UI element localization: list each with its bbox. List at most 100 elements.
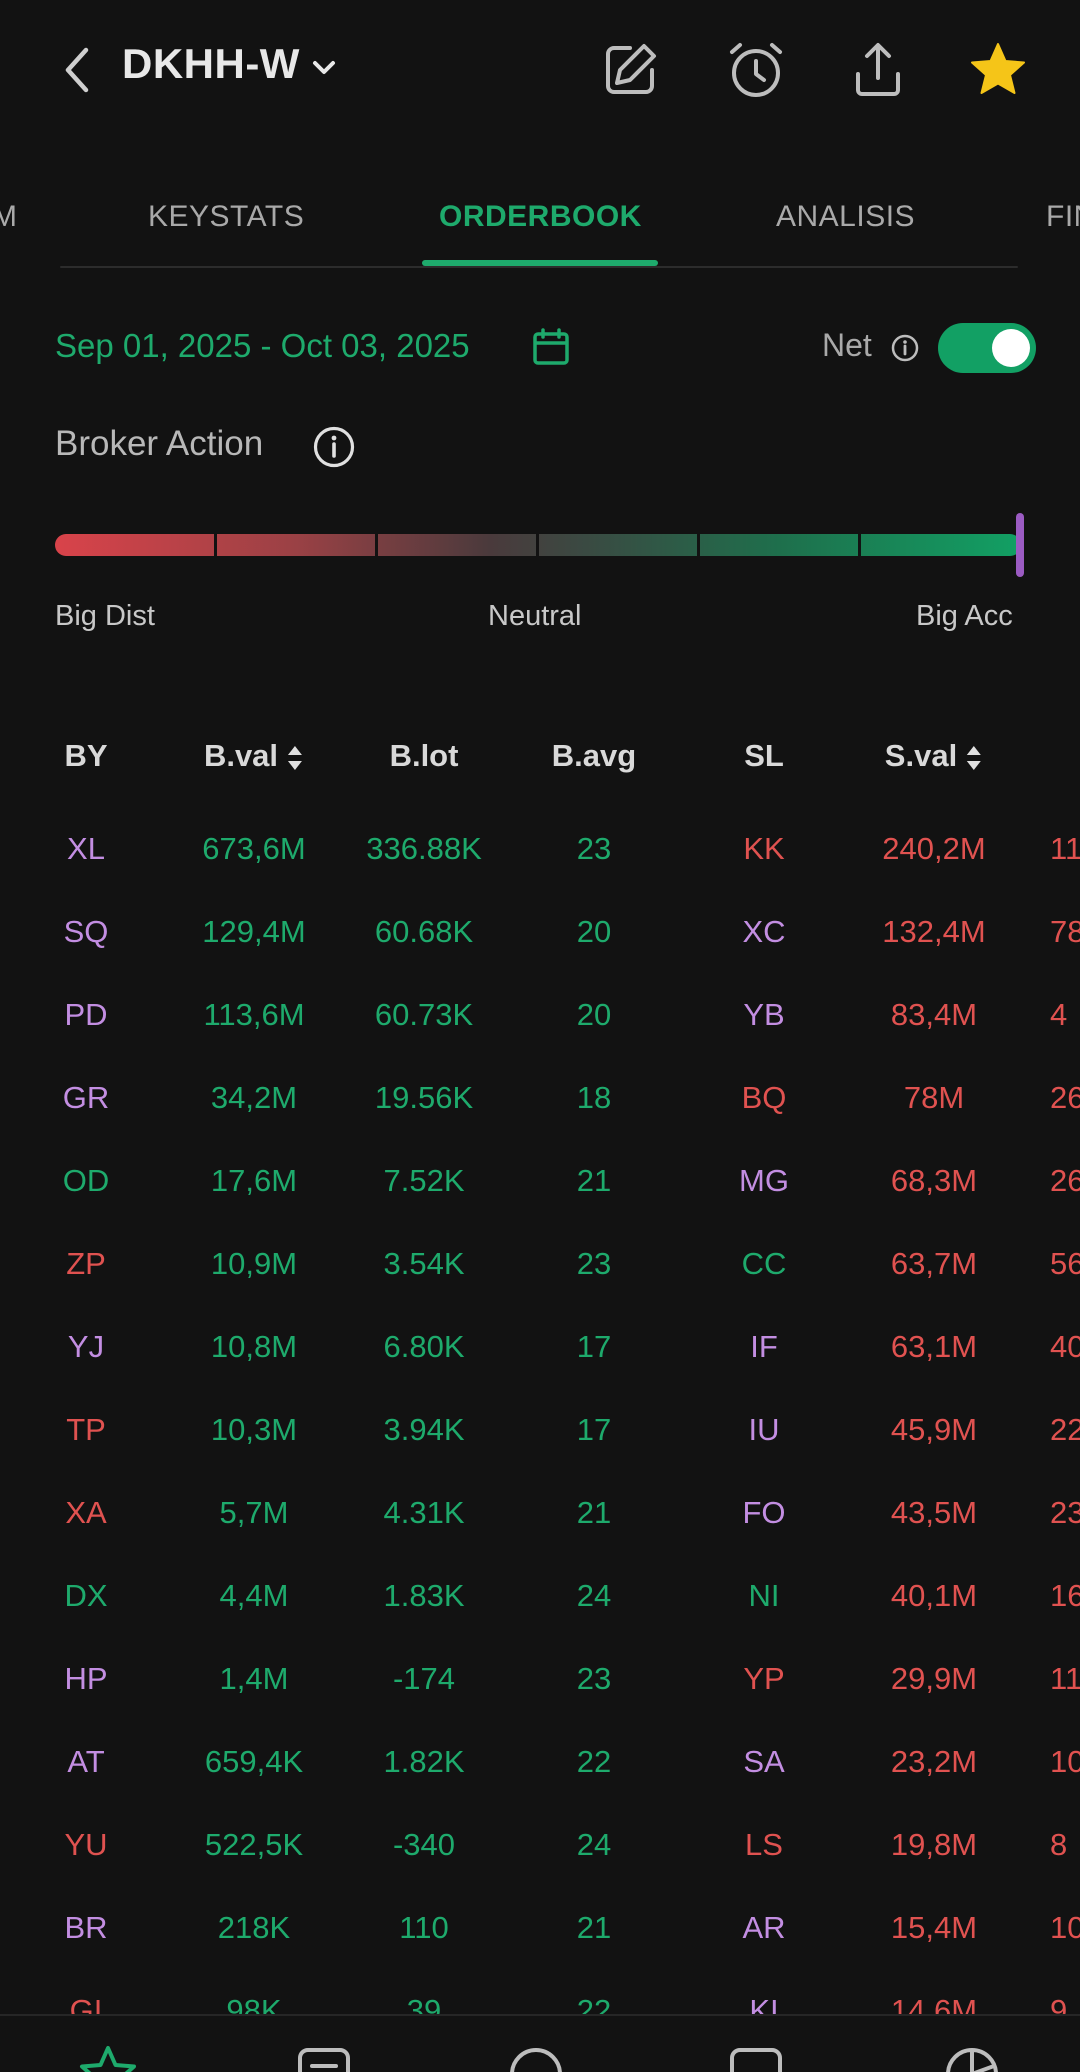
table-row[interactable]: HP 1,4M -174 23 YP 29,9M 11 (0, 1661, 1080, 1744)
cell-seller: YP (743, 1661, 785, 1696)
date-range[interactable]: Sep 01, 2025 - Oct 03, 2025 (55, 327, 470, 364)
info-icon[interactable] (890, 333, 920, 363)
header-by: BY (64, 738, 108, 773)
big-acc-label: Big Acc (916, 600, 1013, 632)
header-sval[interactable]: S.val (885, 738, 983, 774)
table-row[interactable]: TP 10,3M 3.94K 17 IU 45,9M 22 (0, 1412, 1080, 1495)
calendar-icon[interactable] (532, 328, 570, 366)
cell-sval: 240,2M (882, 831, 986, 866)
cell-slot: 114 (1050, 831, 1080, 866)
tab-keystats[interactable]: KEYSTATS (148, 200, 305, 233)
header-bval[interactable]: B.val (204, 738, 304, 774)
cell-bval: 4,4M (219, 1578, 289, 1613)
header: DKHH-W (0, 0, 1080, 140)
cell-seller: IF (750, 1329, 778, 1364)
broker-table: BY B.val B.lot B.avg SL S.val S XL673,6M… (0, 720, 1080, 2020)
tab-fin[interactable]: FIN (1046, 200, 1080, 233)
cell-slot: 23 (1050, 1495, 1080, 1530)
cell-slot: 26 (1050, 1080, 1080, 1115)
cell-seller: IU (748, 1412, 780, 1447)
tab-orderbook[interactable]: ORDERBOOK (439, 200, 642, 233)
cell-sval: 63,7M (890, 1246, 978, 1281)
table-row[interactable]: OD 17,6M 7.52K 21 MG 68,3M 26 (0, 1163, 1080, 1246)
cell-buyer: HP (64, 1661, 108, 1696)
big-dist-label: Big Dist (55, 600, 155, 632)
cell-seller: MG (739, 1163, 789, 1198)
cell-seller: CC (741, 1246, 787, 1281)
news-icon[interactable] (292, 2042, 356, 2072)
cell-bval: 218K (217, 1910, 291, 1945)
cell-sval: 29,9M (890, 1661, 978, 1696)
cell-buyer: GR (62, 1080, 110, 1115)
header-blot: B.lot (389, 738, 459, 773)
cell-seller: XC (742, 914, 786, 949)
cell-blot: 3.54K (383, 1246, 465, 1281)
cell-bavg: 21 (576, 1163, 612, 1198)
cell-buyer: YU (64, 1827, 108, 1862)
cell-slot: 8 (1050, 1827, 1068, 1862)
net-toggle[interactable] (938, 323, 1036, 373)
cell-bval: 673,6M (202, 831, 306, 866)
page-title[interactable]: DKHH-W (122, 40, 300, 87)
cell-blot: -340 (392, 1827, 456, 1862)
cell-bavg: 23 (576, 1661, 612, 1696)
cell-seller: FO (742, 1495, 786, 1530)
star-icon[interactable] (76, 2042, 140, 2072)
table-row[interactable]: AT 659,4K 1.82K 22 SA 23,2M 10 (0, 1744, 1080, 1827)
cell-bavg: 24 (576, 1827, 612, 1862)
chevron-down-icon[interactable] (310, 56, 338, 80)
table-row[interactable]: SQ 129,4M 60.68K 20 XC 132,4M 78 (0, 914, 1080, 997)
sort-icon[interactable] (965, 743, 983, 773)
table-row[interactable]: PD 113,6M 60.73K 20 YB 83,4M 4 (0, 997, 1080, 1080)
cell-bavg: 20 (576, 997, 612, 1032)
tab-analisis[interactable]: ANALISIS (776, 200, 916, 233)
cell-slot: 40 (1050, 1329, 1080, 1364)
table-row[interactable]: ZP 10,9M 3.54K 23 CC 63,7M 56 (0, 1246, 1080, 1329)
cell-blot: 336.88K (366, 831, 482, 866)
table-row[interactable]: BR 218K 110 21 AR 15,4M 10 (0, 1910, 1080, 1993)
cell-buyer: YJ (67, 1329, 105, 1364)
chevron-left-icon[interactable] (58, 44, 98, 96)
star-icon[interactable] (968, 40, 1028, 100)
cell-sval: 132,4M (882, 914, 986, 949)
table-row[interactable]: YJ 10,8M 6.80K 17 IF 63,1M 40 (0, 1329, 1080, 1412)
cell-bval: 113,6M (203, 997, 305, 1032)
cell-buyer: ZP (66, 1246, 106, 1281)
cell-slot: 26 (1050, 1163, 1080, 1198)
table-row[interactable]: XL 673,6M 336.88K 23 KK 240,2M 114 (0, 831, 1080, 914)
cell-sval: 63,1M (890, 1329, 978, 1364)
cell-bavg: 21 (576, 1495, 612, 1530)
cell-sval: 19,8M (890, 1827, 978, 1862)
cell-slot: 10 (1050, 1910, 1080, 1945)
cell-buyer: DX (64, 1578, 108, 1613)
sort-icon[interactable] (286, 743, 304, 773)
search-icon[interactable] (504, 2042, 568, 2072)
cell-blot: 110 (399, 1910, 449, 1945)
chat-icon[interactable] (724, 2042, 788, 2072)
cell-sval: 15,4M (890, 1910, 978, 1945)
alarm-icon[interactable] (726, 40, 786, 100)
cell-buyer: XL (67, 831, 105, 866)
share-icon[interactable] (848, 40, 908, 100)
tab-m[interactable]: M (0, 200, 18, 233)
tab-bar: M KEYSTATS ORDERBOOK ANALISIS FIN (0, 180, 1080, 270)
cell-blot: 3.94K (383, 1412, 465, 1447)
table-row[interactable]: YU 522,5K -340 24 LS 19,8M 8 (0, 1827, 1080, 1910)
info-icon[interactable] (312, 425, 356, 469)
tab-divider (60, 266, 1018, 268)
edit-icon[interactable] (600, 40, 660, 100)
cell-bval: 5,7M (219, 1495, 289, 1530)
portfolio-icon[interactable] (940, 2042, 1004, 2072)
cell-buyer: SQ (63, 914, 109, 949)
cell-seller: NI (748, 1578, 780, 1613)
cell-buyer: PD (64, 997, 108, 1032)
cell-blot: 1.82K (383, 1744, 465, 1779)
cell-blot: 60.73K (374, 997, 474, 1032)
table-row[interactable]: DX 4,4M 1.83K 24 NI 40,1M 16 (0, 1578, 1080, 1661)
table-row[interactable]: XA 5,7M 4.31K 21 FO 43,5M 23 (0, 1495, 1080, 1578)
cell-sval: 68,3M (890, 1163, 978, 1198)
cell-bavg: 21 (576, 1910, 612, 1945)
cell-bval: 10,9M (210, 1246, 298, 1281)
cell-slot: 56 (1050, 1246, 1080, 1281)
table-row[interactable]: GR 34,2M 19.56K 18 BQ 78M 26 (0, 1080, 1080, 1163)
